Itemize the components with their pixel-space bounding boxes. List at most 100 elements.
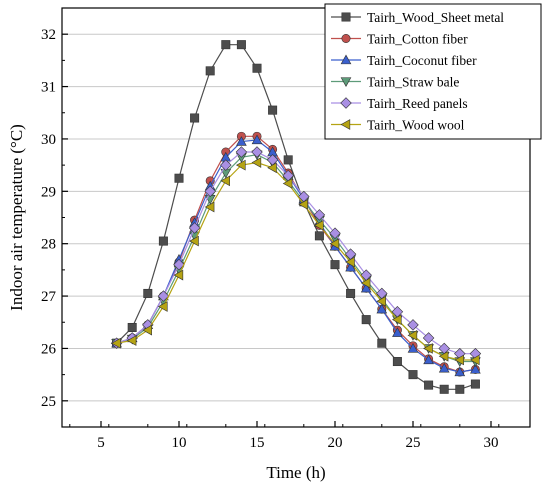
data-point <box>268 105 278 115</box>
data-point <box>205 66 215 76</box>
data-point <box>470 379 480 389</box>
data-point <box>376 295 386 307</box>
data-point <box>282 178 293 189</box>
x-tick-label: 5 <box>97 435 105 451</box>
legend-item: Tairh_Coconut fiber <box>331 53 477 68</box>
y-tick-label: 32 <box>41 27 56 43</box>
legend-box <box>324 3 542 140</box>
data-point <box>313 209 326 221</box>
data-point <box>174 173 184 183</box>
data-point <box>251 157 262 168</box>
legend-marker <box>340 119 351 130</box>
data-point <box>360 277 371 289</box>
x-tick-label: 30 <box>484 435 499 451</box>
legend-item: Tairh_Wood wool <box>331 118 465 133</box>
data-point <box>377 338 387 348</box>
data-point <box>204 185 216 198</box>
data-point <box>235 159 246 171</box>
data-point <box>424 380 434 390</box>
data-point <box>173 269 184 281</box>
series-5 <box>110 146 482 360</box>
legend-item: Tairh_Cotton fiber <box>331 32 468 47</box>
y-axis-title: Indoor air temperature (°C) <box>7 124 26 311</box>
data-point <box>346 288 356 298</box>
data-point <box>438 362 450 373</box>
data-point <box>142 324 152 336</box>
y-tick-label: 25 <box>41 394 56 410</box>
data-point <box>158 236 168 246</box>
data-point <box>361 315 371 325</box>
x-tick-label: 15 <box>250 435 265 451</box>
legend-label: Tairh_Wood_Sheet metal <box>367 10 504 25</box>
legend-item: Tairh_Reed panels <box>331 96 468 111</box>
data-point <box>345 261 356 272</box>
data-point <box>189 235 199 247</box>
data-point <box>127 322 137 332</box>
y-tick-label: 30 <box>41 132 56 148</box>
y-tick-label: 29 <box>41 184 56 200</box>
legend-label: Tairh_Coconut fiber <box>367 53 477 68</box>
series-layer <box>110 40 482 394</box>
data-point <box>330 260 340 270</box>
data-point <box>126 335 137 346</box>
data-point <box>157 301 168 312</box>
data-point <box>423 343 433 354</box>
data-point <box>251 134 263 145</box>
y-tick-label: 31 <box>41 80 56 96</box>
x-tick-label: 10 <box>172 435 187 451</box>
data-point <box>392 357 402 367</box>
data-point <box>407 342 419 353</box>
data-point <box>236 40 246 50</box>
data-point <box>376 303 388 314</box>
data-point <box>143 288 153 298</box>
legend-label: Tairh_Reed panels <box>367 96 468 111</box>
data-point <box>469 354 480 366</box>
data-point <box>252 63 262 73</box>
data-point <box>407 330 418 341</box>
data-point <box>111 337 121 349</box>
data-point <box>204 201 215 213</box>
x-axis-title: Time (h) <box>266 463 325 482</box>
data-point <box>251 146 263 158</box>
legend-label: Tairh_Wood wool <box>367 118 465 133</box>
series-line <box>116 139 476 373</box>
data-point <box>267 162 277 174</box>
data-point <box>220 159 232 171</box>
data-point <box>298 199 308 210</box>
data-point <box>329 238 340 250</box>
data-point <box>283 155 293 165</box>
y-tick-label: 27 <box>41 289 57 305</box>
data-point <box>439 384 449 394</box>
legend-marker <box>340 97 352 109</box>
data-point <box>345 256 355 268</box>
x-tick-label: 25 <box>406 435 421 451</box>
data-point <box>313 220 324 231</box>
data-point <box>173 258 185 271</box>
y-tick-label: 26 <box>41 341 57 357</box>
legend-marker <box>340 77 352 87</box>
legend-marker <box>341 33 351 43</box>
series-line <box>116 135 476 373</box>
data-point <box>392 327 403 337</box>
data-point <box>360 282 372 293</box>
legend-label: Tairh_Cotton fiber <box>367 32 468 47</box>
data-point <box>407 319 419 331</box>
data-point <box>391 314 402 325</box>
x-tick-label: 20 <box>328 435 343 451</box>
data-point <box>314 231 324 241</box>
data-point <box>235 146 248 158</box>
data-point <box>220 175 230 187</box>
legend-marker <box>341 12 351 22</box>
series-1 <box>112 40 480 394</box>
axes: 25 26 27 28 29 30 31 32 5 10 15 20 25 30 <box>41 7 500 451</box>
data-point <box>422 332 435 344</box>
legend-item: Tairh_Straw bale <box>331 75 459 90</box>
data-point <box>454 354 464 366</box>
data-point <box>438 350 449 362</box>
data-point <box>188 222 201 234</box>
data-point <box>423 354 434 365</box>
legend: Tairh_Wood_Sheet metal Tairh_Cotton fiber… <box>324 3 542 140</box>
data-point <box>157 290 170 302</box>
data-point <box>470 363 481 374</box>
